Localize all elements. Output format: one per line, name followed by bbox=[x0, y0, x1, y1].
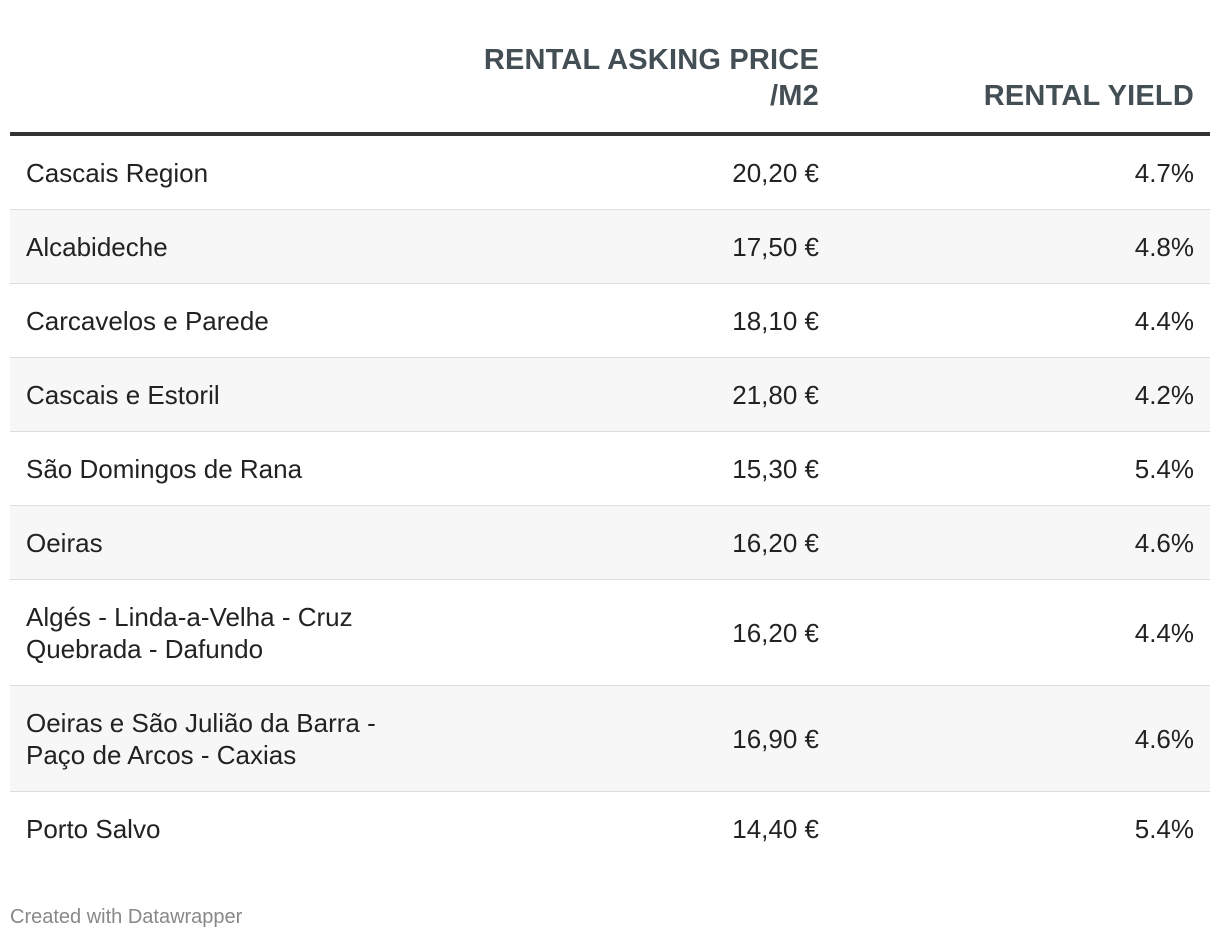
cell-rental-yield: 4.4% bbox=[1134, 617, 1194, 648]
table-row: Cascais Region 20,20 € 4.7% bbox=[10, 136, 1210, 210]
cell-rental-price: 16,20 € bbox=[732, 527, 819, 558]
cell-rental-price: 15,30 € bbox=[732, 453, 819, 484]
cell-rental-price: 20,20 € bbox=[732, 157, 819, 188]
column-header-price-line2: /M2 bbox=[770, 80, 819, 112]
table-row: Alcabideche 17,50 € 4.8% bbox=[10, 210, 1210, 284]
cell-rental-yield: 5.4% bbox=[1134, 453, 1194, 484]
column-header-yield: RENTAL YIELD bbox=[983, 80, 1194, 112]
cell-region-name: Oeiras bbox=[26, 527, 103, 558]
cell-rental-yield: 5.4% bbox=[1134, 813, 1194, 844]
cell-region-name: Alcabideche bbox=[26, 231, 168, 262]
cell-rental-yield: 4.4% bbox=[1134, 305, 1194, 336]
table-header: RENTAL ASKING PRICE /M2 RENTAL YIELD bbox=[10, 0, 1210, 136]
table-row: Porto Salvo 14,40 € 5.4% bbox=[10, 792, 1210, 865]
cell-region-name: Algés - Linda-a-Velha - Cruz Quebrada - D… bbox=[26, 601, 426, 665]
cell-rental-price: 18,10 € bbox=[732, 305, 819, 336]
table-body: Cascais Region 20,20 € 4.7% Alcabideche 17,5… bbox=[10, 136, 1210, 865]
cell-region-name-line: Algés - Linda-a-Velha - Cruz bbox=[26, 601, 353, 632]
table-row: Carcavelos e Parede 18,10 € 4.4% bbox=[10, 284, 1210, 358]
table-row: Cascais e Estoril 21,80 € 4.2% bbox=[10, 358, 1210, 432]
table-row: São Domingos de Rana 15,30 € 5.4% bbox=[10, 432, 1210, 506]
cell-rental-yield: 4.8% bbox=[1134, 231, 1194, 262]
cell-rental-yield: 4.6% bbox=[1134, 723, 1194, 754]
table-row: Oeiras 16,20 € 4.6% bbox=[10, 506, 1210, 580]
cell-region-name-line: Quebrada - Dafundo bbox=[26, 633, 264, 664]
cell-rental-yield: 4.2% bbox=[1134, 379, 1194, 410]
cell-region-name-line: Paço de Arcos - Caxias bbox=[26, 739, 297, 770]
cell-rental-price: 14,40 € bbox=[732, 813, 819, 844]
cell-region-name: Cascais e Estoril bbox=[26, 379, 220, 410]
table-row: Algés - Linda-a-Velha - Cruz Quebrada - D… bbox=[10, 580, 1210, 686]
cell-rental-price: 16,90 € bbox=[732, 723, 819, 754]
table-row: Oeiras e São Julião da Barra - Paço de Ar… bbox=[10, 686, 1210, 792]
column-header-price-line1: RENTAL ASKING PRICE bbox=[483, 44, 819, 76]
cell-rental-yield: 4.7% bbox=[1134, 157, 1194, 188]
cell-region-name: Cascais Region bbox=[26, 157, 209, 188]
cell-rental-price: 16,20 € bbox=[732, 617, 819, 648]
cell-region-name: Porto Salvo bbox=[26, 813, 161, 844]
cell-rental-price: 21,80 € bbox=[732, 379, 819, 410]
cell-rental-price: 17,50 € bbox=[732, 231, 819, 262]
cell-region-name-line: Oeiras e São Julião da Barra - bbox=[26, 707, 376, 738]
cell-region-name: São Domingos de Rana bbox=[26, 453, 303, 484]
cell-region-name: Oeiras e São Julião da Barra - Paço de Ar… bbox=[26, 707, 426, 771]
data-table: RENTAL ASKING PRICE /M2 RENTAL YIELD Cas… bbox=[10, 0, 1210, 865]
footer-credit: Created with Datawrapper bbox=[10, 906, 243, 928]
cell-region-name: Carcavelos e Parede bbox=[26, 305, 269, 336]
column-header-price: RENTAL ASKING PRICE /M2 bbox=[439, 42, 819, 114]
cell-rental-yield: 4.6% bbox=[1134, 527, 1194, 558]
